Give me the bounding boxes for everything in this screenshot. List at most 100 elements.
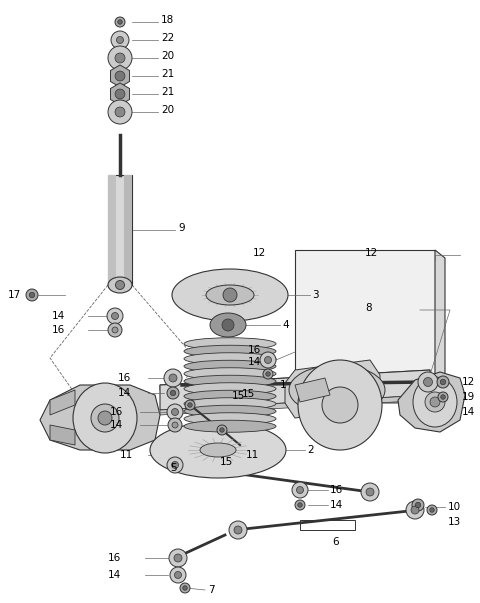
Circle shape <box>164 369 182 387</box>
Circle shape <box>118 20 122 24</box>
Text: 12: 12 <box>365 248 378 258</box>
Circle shape <box>169 374 177 382</box>
Circle shape <box>427 505 437 515</box>
Text: 12: 12 <box>462 377 475 387</box>
Circle shape <box>183 586 187 590</box>
Circle shape <box>264 356 272 364</box>
Polygon shape <box>398 372 465 432</box>
Circle shape <box>167 457 183 473</box>
Circle shape <box>295 500 305 510</box>
Text: 8: 8 <box>365 303 372 313</box>
Ellipse shape <box>298 360 382 450</box>
Ellipse shape <box>184 383 276 395</box>
Circle shape <box>438 392 448 402</box>
Circle shape <box>115 107 125 117</box>
Ellipse shape <box>184 375 276 387</box>
Circle shape <box>170 390 176 396</box>
Text: 11: 11 <box>120 450 133 460</box>
Circle shape <box>108 323 122 337</box>
Text: 5: 5 <box>170 463 177 473</box>
Text: 19: 19 <box>462 392 475 402</box>
Circle shape <box>108 100 132 124</box>
Ellipse shape <box>150 422 286 478</box>
Ellipse shape <box>73 383 137 453</box>
Text: 7: 7 <box>208 585 215 595</box>
Ellipse shape <box>172 269 288 321</box>
Polygon shape <box>435 250 445 403</box>
Text: 18: 18 <box>161 15 174 25</box>
Text: 9: 9 <box>178 223 185 233</box>
Polygon shape <box>160 370 430 390</box>
Circle shape <box>115 53 125 63</box>
Text: 14: 14 <box>248 357 261 367</box>
Circle shape <box>437 376 449 388</box>
Circle shape <box>441 395 445 399</box>
Circle shape <box>430 508 434 513</box>
Circle shape <box>171 408 179 415</box>
Text: 15: 15 <box>232 391 245 401</box>
Text: 20: 20 <box>161 105 174 115</box>
Circle shape <box>111 312 119 320</box>
Text: 16: 16 <box>118 373 131 383</box>
Circle shape <box>167 387 179 399</box>
Text: 12: 12 <box>253 248 266 258</box>
Text: 14: 14 <box>110 420 123 430</box>
Polygon shape <box>285 360 380 418</box>
Circle shape <box>297 487 303 493</box>
Circle shape <box>98 411 112 425</box>
Circle shape <box>111 31 129 49</box>
Text: 14: 14 <box>330 500 343 510</box>
Text: 14: 14 <box>118 388 131 398</box>
Polygon shape <box>110 65 130 87</box>
Circle shape <box>112 327 118 333</box>
Polygon shape <box>108 175 116 285</box>
Circle shape <box>175 572 181 578</box>
Text: 21: 21 <box>161 87 174 97</box>
Circle shape <box>292 482 308 498</box>
Text: 6: 6 <box>332 537 338 547</box>
Circle shape <box>366 488 374 496</box>
Polygon shape <box>295 378 330 402</box>
Ellipse shape <box>210 313 246 337</box>
Ellipse shape <box>184 346 276 357</box>
Ellipse shape <box>184 353 276 365</box>
Circle shape <box>229 521 247 539</box>
Text: 17: 17 <box>8 290 21 300</box>
Circle shape <box>418 372 438 392</box>
Text: 16: 16 <box>108 553 121 563</box>
Circle shape <box>185 400 195 410</box>
Polygon shape <box>160 395 430 415</box>
Text: 16: 16 <box>330 485 343 495</box>
Circle shape <box>266 372 270 376</box>
Polygon shape <box>295 250 435 395</box>
Text: 1: 1 <box>280 380 287 390</box>
Ellipse shape <box>184 360 276 372</box>
Ellipse shape <box>184 338 276 350</box>
Polygon shape <box>50 390 75 415</box>
Ellipse shape <box>289 365 385 415</box>
Text: 20: 20 <box>161 51 174 61</box>
Text: 16: 16 <box>52 325 65 335</box>
Circle shape <box>29 292 35 298</box>
Circle shape <box>167 404 183 420</box>
Circle shape <box>220 428 224 432</box>
Circle shape <box>234 526 242 534</box>
Circle shape <box>412 499 424 511</box>
Polygon shape <box>40 385 160 450</box>
Circle shape <box>222 319 234 331</box>
Circle shape <box>170 567 186 583</box>
Ellipse shape <box>108 277 132 293</box>
Circle shape <box>411 506 419 514</box>
Polygon shape <box>108 175 132 285</box>
Circle shape <box>168 418 182 432</box>
Polygon shape <box>110 83 130 105</box>
Circle shape <box>91 404 119 432</box>
Circle shape <box>180 583 190 593</box>
Circle shape <box>423 377 432 387</box>
Polygon shape <box>124 175 132 285</box>
Ellipse shape <box>184 420 276 432</box>
Ellipse shape <box>184 398 276 410</box>
Text: 21: 21 <box>161 69 174 79</box>
Polygon shape <box>50 425 75 445</box>
Circle shape <box>117 37 123 43</box>
